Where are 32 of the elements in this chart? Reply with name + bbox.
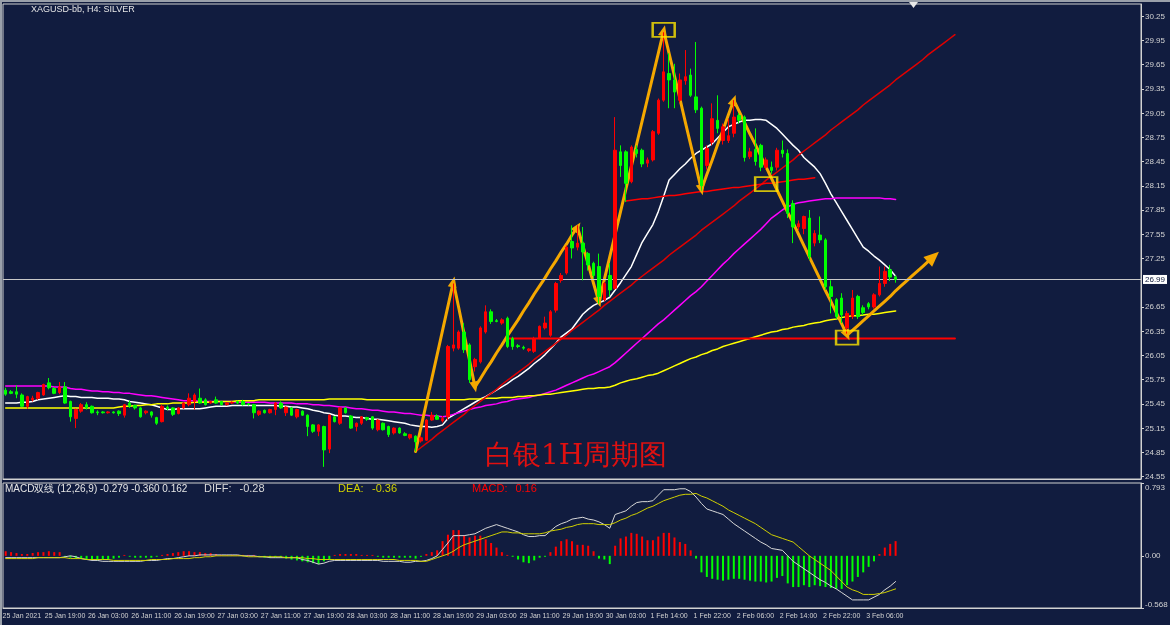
y-tick-label: 27.55 (1145, 229, 1166, 239)
y-tick-label: 25.15 (1145, 423, 1166, 433)
y-tick-label: 0.793 (1145, 482, 1166, 492)
y-tick-label: 29.05 (1145, 108, 1166, 118)
annotation: 白银1H周期图 (485, 437, 668, 471)
annotation: -0.36 (372, 481, 398, 494)
y-tick-label: 28.15 (1145, 181, 1166, 191)
y-tick-label: 27.85 (1145, 205, 1166, 215)
y-tick-label: 28.45 (1145, 157, 1166, 167)
y-tick-label: 26.35 (1145, 326, 1166, 336)
y-tick-label: -0.568 (1145, 599, 1169, 609)
y-tick-label: 29.95 (1145, 35, 1166, 45)
ref-line-label: 26.99 (1145, 274, 1166, 284)
y-tick-label: 24.55 (1145, 472, 1166, 482)
annotation: -0.28 (239, 481, 265, 494)
y-tick-label: 27.25 (1145, 253, 1166, 263)
text: MACD: (472, 481, 508, 494)
y-tick-label: 26.05 (1145, 350, 1166, 360)
y-tick-label: 28.75 (1145, 132, 1166, 142)
y-tick-label: 25.75 (1145, 375, 1166, 385)
y-tick-label: 0.00 (1145, 551, 1162, 561)
text: DIFF: (204, 481, 232, 494)
y-tick-label: 24.85 (1145, 447, 1166, 457)
y-tick-label: 26.65 (1145, 302, 1166, 312)
y-tick-label: 25.45 (1145, 399, 1166, 409)
chart-title: MACD双线 (12,26,9) -0.279 -0.360 0.162 (5, 482, 188, 494)
text: DEA: (338, 481, 364, 494)
y-tick-label: 30.25 (1145, 11, 1166, 21)
y-tick-label: 29.35 (1145, 84, 1166, 94)
y-tick-label: 29.65 (1145, 60, 1166, 70)
chart-title: XAGUSD-bb, H4: SILVER (31, 3, 136, 14)
annotation: 0.16 (515, 481, 537, 494)
